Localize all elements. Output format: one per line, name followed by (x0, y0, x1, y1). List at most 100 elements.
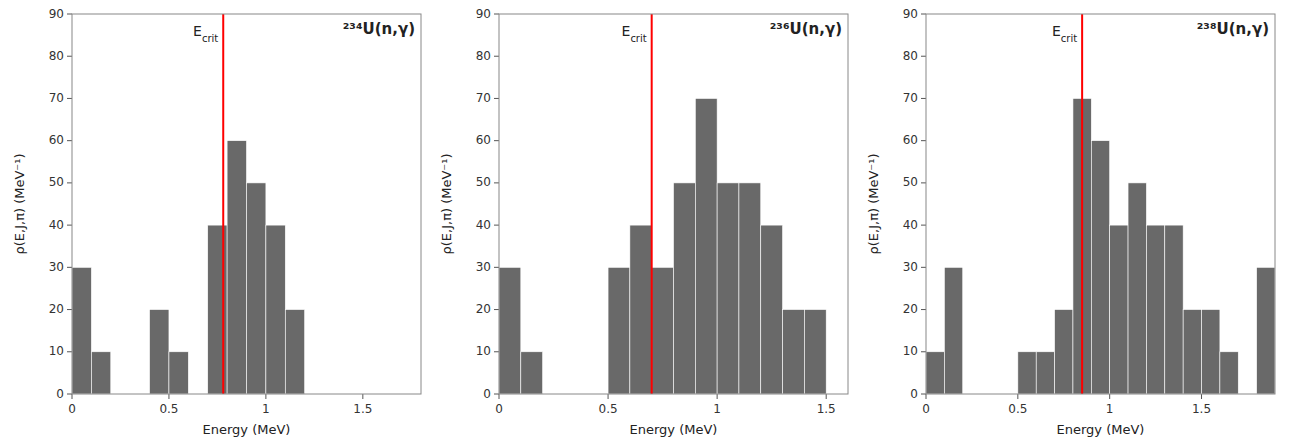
plot-background (926, 14, 1275, 394)
y-tick (494, 14, 499, 15)
y-tick-label: 90 (49, 7, 64, 21)
bar (717, 183, 739, 394)
x-tick (168, 394, 169, 399)
bar (247, 183, 266, 394)
y-tick-label: 90 (476, 7, 491, 21)
ecrit-label: Ecrit (1052, 23, 1077, 44)
y-tick (921, 225, 926, 226)
panel: 010203040506070809000.511.5Ecrit²³⁸U(n,γ… (866, 7, 1275, 438)
bar (761, 225, 783, 394)
bars (72, 141, 305, 394)
x-axis-label: Energy (MeV) (203, 422, 291, 437)
y-tick (494, 267, 499, 268)
bar (227, 141, 246, 394)
bar (1036, 352, 1054, 394)
x-tick-label: 0.5 (1008, 402, 1027, 416)
bar (1183, 310, 1201, 394)
bar (674, 183, 696, 394)
figure: 010203040506070809000.511.5Ecrit²³⁴U(n,γ… (0, 0, 1297, 444)
y-tick-label: 60 (903, 133, 918, 147)
y-tick (67, 140, 72, 141)
bar (630, 225, 652, 394)
y-tick (494, 182, 499, 183)
x-tick (826, 394, 827, 399)
y-axis-label: ρ(E,J,π) (MeV⁻¹) (12, 154, 27, 255)
y-tick (494, 98, 499, 99)
x-axis-label: Energy (MeV) (1057, 422, 1145, 437)
bar (150, 310, 169, 394)
y-tick (494, 56, 499, 57)
y-tick-label: 0 (56, 387, 64, 401)
y-tick (494, 394, 499, 395)
bars (499, 98, 826, 394)
bar (72, 267, 91, 394)
bar (783, 310, 805, 394)
bar (1018, 352, 1036, 394)
y-tick-label: 30 (903, 260, 918, 274)
x-tick (72, 394, 73, 399)
y-tick (67, 309, 72, 310)
y-tick-label: 0 (910, 387, 918, 401)
ecrit-line (651, 14, 653, 394)
y-tick-label: 50 (49, 175, 64, 189)
y-tick (67, 14, 72, 15)
x-tick-label: 1.5 (1192, 402, 1211, 416)
y-tick (67, 267, 72, 268)
x-tick-label: 0.5 (599, 402, 618, 416)
y-tick (921, 309, 926, 310)
ecrit-line (1081, 14, 1083, 394)
y-tick-label: 70 (476, 91, 491, 105)
y-tick (921, 394, 926, 395)
x-tick-label: 1 (713, 402, 721, 416)
x-tick-label: 1 (1106, 402, 1114, 416)
bar (926, 352, 944, 394)
x-tick (1201, 394, 1202, 399)
y-tick (921, 140, 926, 141)
bar (804, 310, 826, 394)
bar (91, 352, 110, 394)
y-tick-label: 70 (903, 91, 918, 105)
x-tick (265, 394, 266, 399)
y-tick (921, 182, 926, 183)
y-tick (921, 14, 926, 15)
ecrit-label-main: E (622, 23, 631, 39)
bar (944, 267, 962, 394)
x-tick (1017, 394, 1018, 399)
y-tick (921, 351, 926, 352)
y-tick (494, 140, 499, 141)
bar (169, 352, 188, 394)
y-tick-label: 90 (903, 7, 918, 21)
y-tick-label: 10 (903, 344, 918, 358)
x-tick (1109, 394, 1110, 399)
plot-frame (499, 14, 848, 394)
x-axis-label: Energy (MeV) (630, 422, 718, 437)
bar (608, 267, 630, 394)
y-axis-label: ρ(E,J,π) (MeV⁻¹) (439, 154, 454, 255)
y-tick-label: 40 (476, 218, 491, 232)
panel-title: ²³⁴U(n,γ) (343, 20, 415, 38)
panel: 010203040506070809000.511.5Ecrit²³⁴U(n,γ… (12, 7, 421, 438)
bar (1128, 183, 1146, 394)
y-tick-label: 30 (476, 260, 491, 274)
bar (521, 352, 543, 394)
panel: 010203040506070809000.511.5Ecrit²³⁶U(n,γ… (439, 7, 848, 438)
ecrit-label-sub: crit (1061, 33, 1077, 44)
bar (1055, 310, 1073, 394)
ecrit-label-main: E (193, 23, 202, 39)
y-tick (67, 225, 72, 226)
y-tick-label: 80 (903, 49, 918, 63)
ecrit-label-sub: crit (630, 33, 646, 44)
ecrit-label: Ecrit (193, 23, 218, 44)
panel-title: ²³⁸U(n,γ) (1197, 20, 1269, 38)
y-tick (67, 56, 72, 57)
x-tick-label: 1 (262, 402, 270, 416)
bar (1110, 225, 1128, 394)
y-tick-label: 70 (49, 91, 64, 105)
x-tick (608, 394, 609, 399)
ecrit-label: Ecrit (622, 23, 647, 44)
bar (1220, 352, 1238, 394)
x-tick-label: 0 (68, 402, 76, 416)
y-tick-label: 60 (476, 133, 491, 147)
panel-title: ²³⁶U(n,γ) (770, 20, 842, 38)
bar (1165, 225, 1183, 394)
